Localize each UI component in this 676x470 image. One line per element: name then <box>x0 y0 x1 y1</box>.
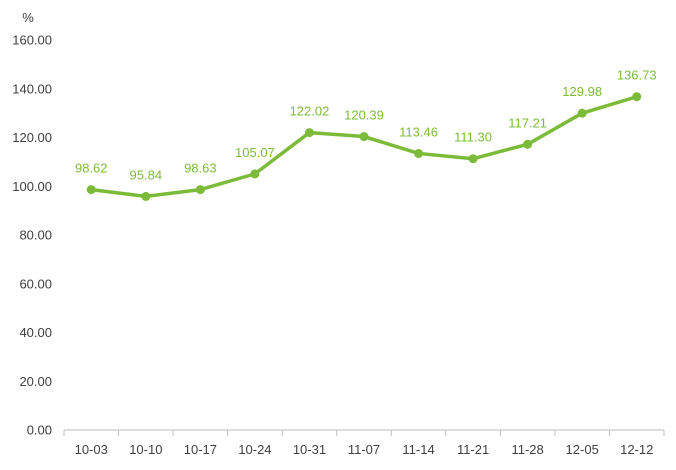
data-point <box>632 92 642 102</box>
y-tick-label: 20.00 <box>19 374 52 389</box>
data-label: 95.84 <box>130 167 163 182</box>
y-tick-label: 60.00 <box>19 276 52 291</box>
x-tick-label: 11-28 <box>511 442 543 457</box>
data-point <box>86 185 96 195</box>
x-tick-label: 11-14 <box>402 442 434 457</box>
data-label: 136.73 <box>617 68 657 83</box>
data-point <box>250 169 260 179</box>
data-point <box>523 139 533 149</box>
data-label: 117.21 <box>508 115 547 130</box>
data-label: 122.02 <box>290 104 330 119</box>
y-tick-label: 120.00 <box>12 130 52 145</box>
y-tick-label: 80.00 <box>19 228 52 243</box>
x-tick-label: 12-12 <box>620 442 653 457</box>
data-label: 98.62 <box>75 161 108 176</box>
data-label: 111.30 <box>454 130 492 145</box>
y-axis: 0.00 20.00 40.00 60.00 80.00 100.00 120.00 140.… <box>12 33 52 438</box>
data-labels: 98.62 95.84 98.63 105.07 122.02 120.39 113.46 1… <box>75 68 657 183</box>
x-tick-label: 11-07 <box>348 442 380 457</box>
data-point <box>577 108 587 118</box>
y-tick-label: 0.00 <box>27 423 52 438</box>
x-tick-label: 10-17 <box>184 442 217 457</box>
data-label: 120.39 <box>344 108 384 123</box>
data-point <box>195 185 205 195</box>
x-tick-label: 11-21 <box>457 442 489 457</box>
x-axis: 10-03 10-10 10-17 10-24 10-31 11-07 11-14 11-21… <box>63 429 665 457</box>
data-point <box>468 154 478 164</box>
y-tick-label: 100.00 <box>12 179 52 194</box>
series-line <box>86 92 642 201</box>
x-tick-label: 12-05 <box>566 442 599 457</box>
x-tick-label: 10-24 <box>238 442 271 457</box>
y-tick-label: 160.00 <box>12 33 52 48</box>
y-axis-unit-label: % <box>22 10 34 25</box>
y-tick-label: 140.00 <box>12 81 52 96</box>
y-tick-label: 40.00 <box>19 325 52 340</box>
data-point <box>304 128 314 138</box>
data-point <box>141 191 151 201</box>
x-tick-label: 10-10 <box>129 442 162 457</box>
data-point <box>414 148 424 158</box>
x-tick-label: 10-31 <box>293 442 326 457</box>
data-label: 98.63 <box>184 161 217 176</box>
data-label: 105.07 <box>235 145 275 160</box>
data-label: 129.98 <box>562 84 602 99</box>
data-label: 113.46 <box>399 124 438 139</box>
data-point <box>359 132 369 142</box>
x-tick-label: 10-03 <box>75 442 108 457</box>
